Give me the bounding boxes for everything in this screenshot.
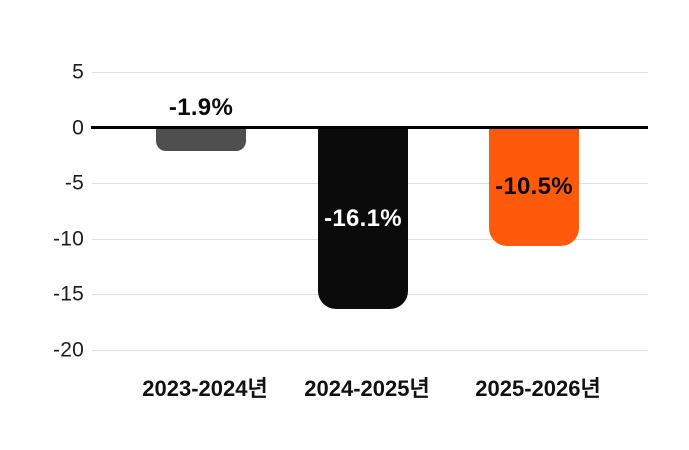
bar-value-label: -16.1% bbox=[324, 204, 402, 232]
bar-2023-2024년 bbox=[156, 126, 246, 151]
bar-2024-2025년 bbox=[318, 126, 408, 309]
y-tick-label: -20 bbox=[53, 338, 84, 362]
gridline bbox=[92, 350, 648, 351]
zero-axis-line bbox=[91, 126, 648, 130]
y-tick-label: -5 bbox=[64, 171, 84, 195]
y-tick-label: 0 bbox=[72, 116, 84, 140]
x-axis-label: 2023-2024년 bbox=[142, 376, 268, 401]
y-tick-label: -10 bbox=[53, 227, 84, 251]
x-axis-label: 2025-2026년 bbox=[475, 376, 601, 401]
bar-value-label: -1.9% bbox=[168, 93, 234, 121]
y-tick-label: 5 bbox=[72, 60, 84, 84]
y-tick-label: -15 bbox=[53, 282, 84, 306]
bar-value-label: -10.5% bbox=[495, 173, 573, 201]
x-axis-label: 2024-2025년 bbox=[304, 376, 430, 401]
gridline bbox=[92, 72, 648, 73]
bar-2025-2026년 bbox=[489, 126, 579, 247]
